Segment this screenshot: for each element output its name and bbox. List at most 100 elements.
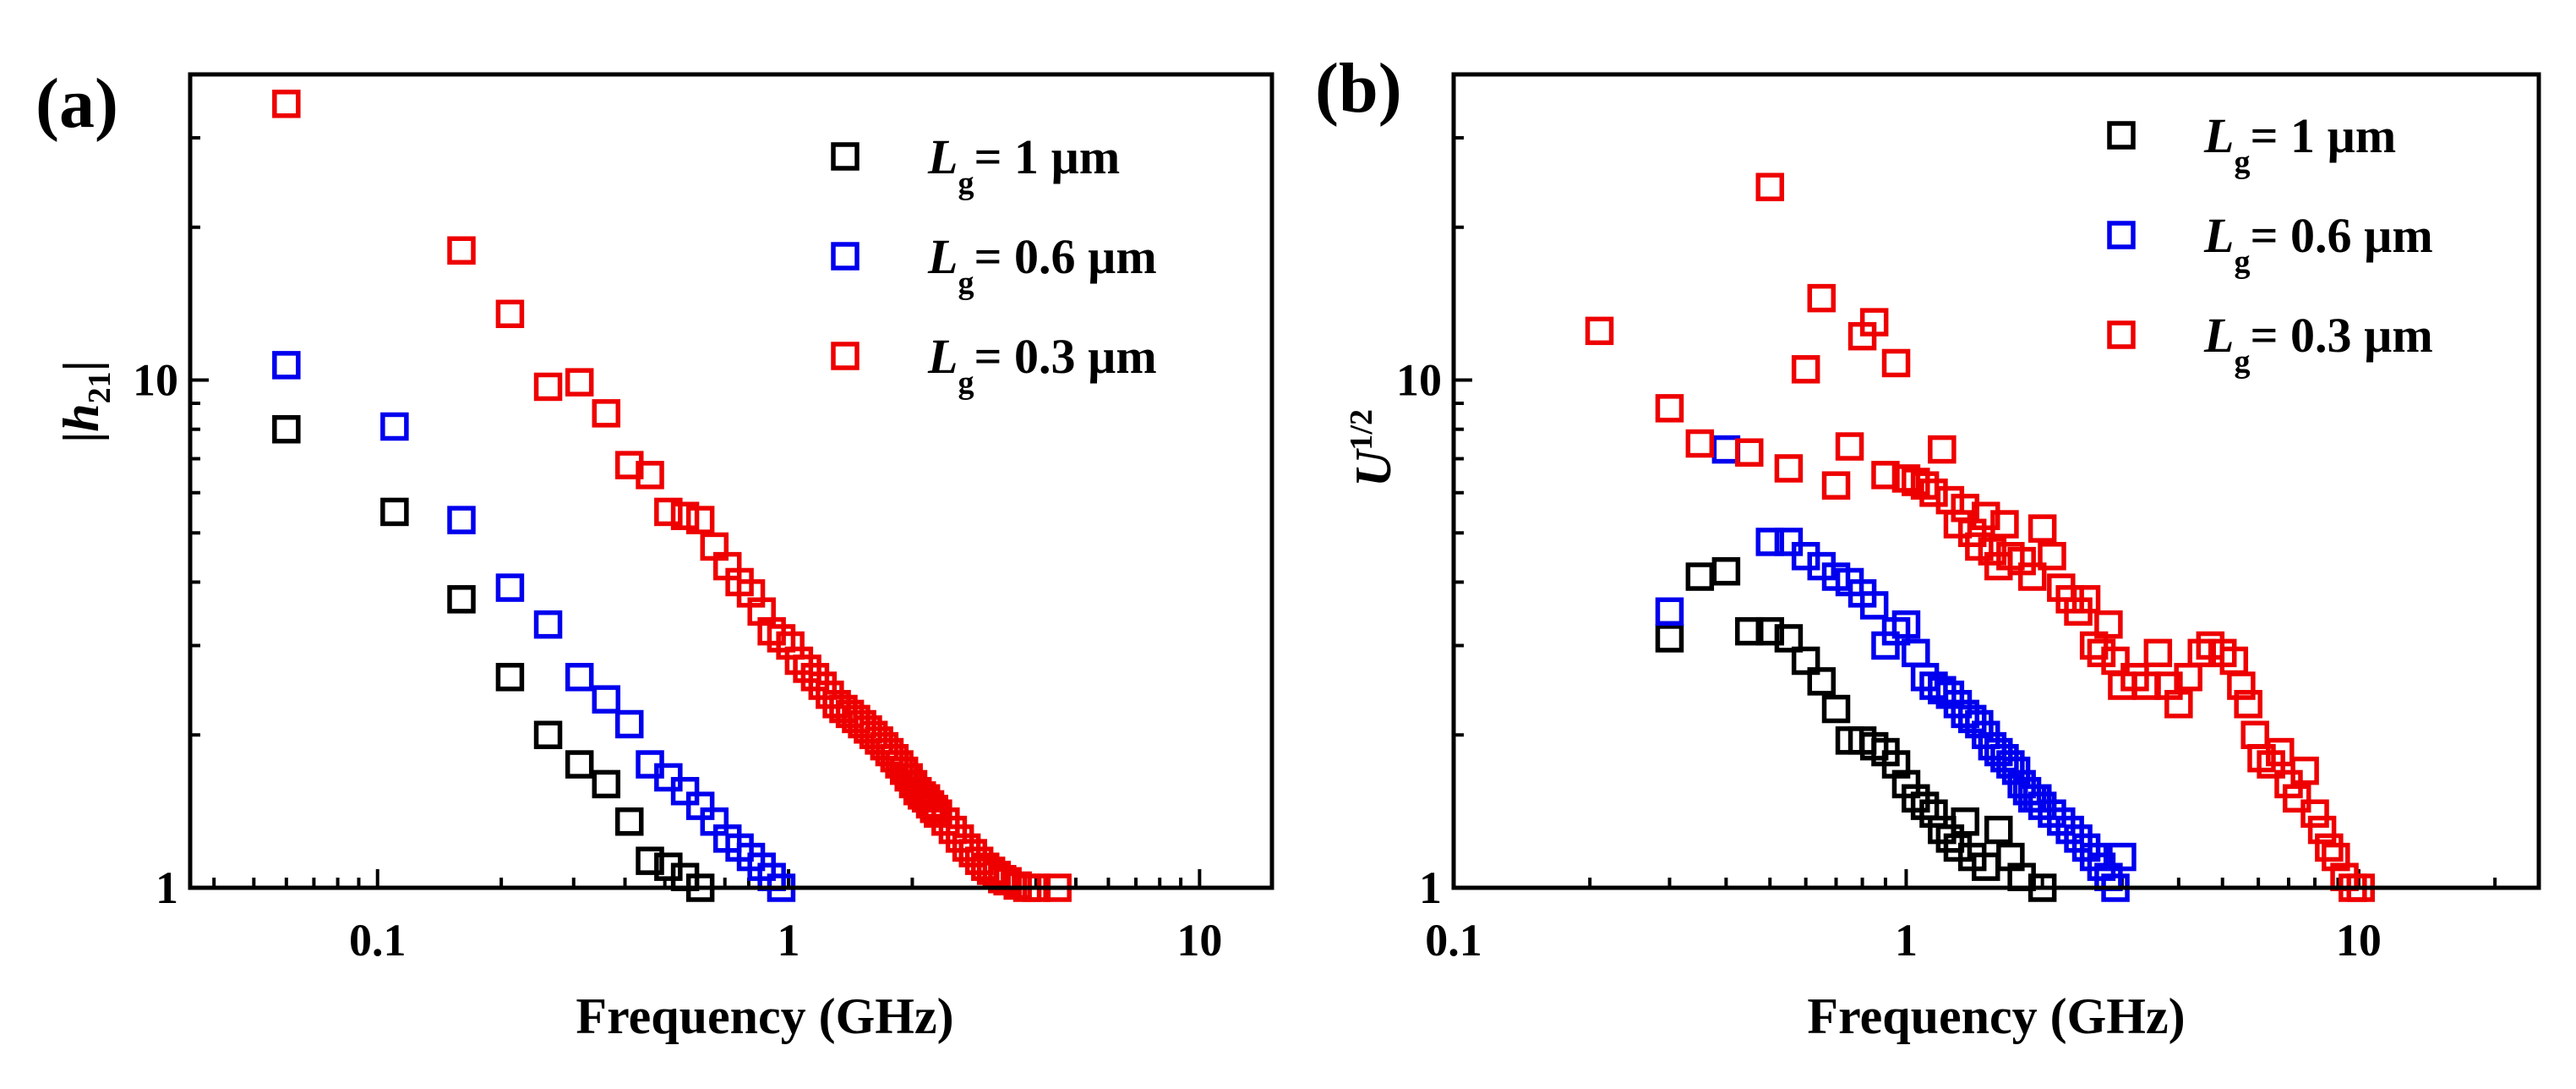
data-point [1835,432,1864,461]
data-point [2315,833,2344,862]
series-2 [1585,172,2375,902]
data-point [1919,671,1948,700]
data-point [924,799,952,829]
data-point [800,663,830,692]
x-tick-label: 10 [2336,915,2382,966]
y-tick-label: 1 [1419,862,1442,913]
data-point [1791,355,1820,384]
panel-b-frame [1451,72,2541,890]
series-1 [272,351,796,902]
data-point [447,236,476,265]
data-point [1902,784,1930,813]
data-point [1978,537,2007,566]
legend-marker [2107,121,2136,150]
data-point [2064,824,2093,853]
data-point [1807,667,1836,696]
legend-marker [831,142,860,171]
series-0 [272,414,715,902]
data-point [2234,690,2262,719]
data-point [1859,308,1889,337]
legend-label: Lg= 0.3 µm [927,329,1157,401]
data-point [1951,807,1979,836]
data-point [1655,624,1684,653]
data-point [2079,631,2109,660]
legend-item: Lg= 0.3 µm [2107,308,2433,380]
legend-marker [2107,320,2136,349]
data-point [495,573,525,602]
x-tick-label: 0.1 [1425,915,1482,966]
data-point [592,399,621,428]
legend-label: Lg= 1 µm [2203,108,2396,180]
data-point [1685,429,1715,458]
data-point [1821,694,1851,724]
data-point [767,624,796,653]
data-point [931,807,960,836]
panel-b-xlabel: Frequency (GHz) [1807,988,2185,1044]
data-point [272,414,301,444]
panel-a-xlabel: Frequency (GHz) [576,988,953,1044]
data-point [1711,557,1741,586]
legend-item: Lg= 0.6 µm [2107,208,2433,280]
x-tick-label: 1 [778,915,800,966]
legend-marker [831,242,860,271]
data-point [2247,743,2276,773]
data-point [2227,671,2256,700]
data-point [808,671,838,700]
panel-b-ylabel: U1/2 [1344,409,1401,487]
data-point [447,506,476,534]
y-tick-label: 10 [133,355,178,406]
data-point [1928,435,1957,464]
x-tick-label: 1 [1895,915,1918,966]
data-point [380,497,409,527]
data-point [565,750,594,779]
data-point [1881,348,1911,378]
data-point [654,497,683,527]
legend-marker [2107,221,2136,249]
data-point [495,299,525,329]
data-point [495,663,525,692]
data-point [1935,680,1965,709]
data-point [1755,616,1785,646]
data-point [1919,799,1948,829]
data-point [776,631,805,660]
legend-item: Lg= 0.6 µm [831,229,1157,301]
panel-a-legend: Lg= 1 µm Lg= 0.6 µm Lg= 0.3 µm [831,129,1157,401]
data-point [1859,591,1889,620]
legend-label: Lg= 0.6 µm [927,229,1157,301]
data-point [1655,597,1684,627]
x-tick-label: 0.1 [349,915,407,966]
data-point [2322,842,2350,872]
data-point [793,654,821,683]
data-point [2071,585,2101,614]
data-point [1774,528,1804,556]
data-point [2290,756,2319,785]
data-point [1807,283,1836,313]
data-point [272,90,301,118]
data-point [784,646,814,676]
panel-b-legend: Lg= 1 µm Lg= 0.6 µm Lg= 0.3 µm [2107,108,2433,380]
data-point [1990,510,2019,539]
data-point [1935,824,1965,853]
data-point [614,709,644,739]
legend-label: Lg= 1 µm [927,129,1120,201]
data-point [1984,815,2013,845]
data-point [2023,784,2052,813]
data-point [2071,833,2101,862]
legend-marker [831,342,860,370]
y-tick-label: 10 [1396,355,1442,406]
legend-item: Lg= 1 µm [2107,108,2396,180]
data-point [1919,478,1948,507]
data-point [614,807,644,836]
legend-item: Lg= 0.3 µm [831,329,1157,401]
data-point [1755,528,1785,556]
y-tick-label: 1 [156,862,178,913]
data-point [1685,562,1715,591]
data-point [565,663,594,692]
data-point [2038,542,2066,571]
data-point [915,790,945,819]
data-point [636,461,664,490]
data-point [670,501,700,530]
